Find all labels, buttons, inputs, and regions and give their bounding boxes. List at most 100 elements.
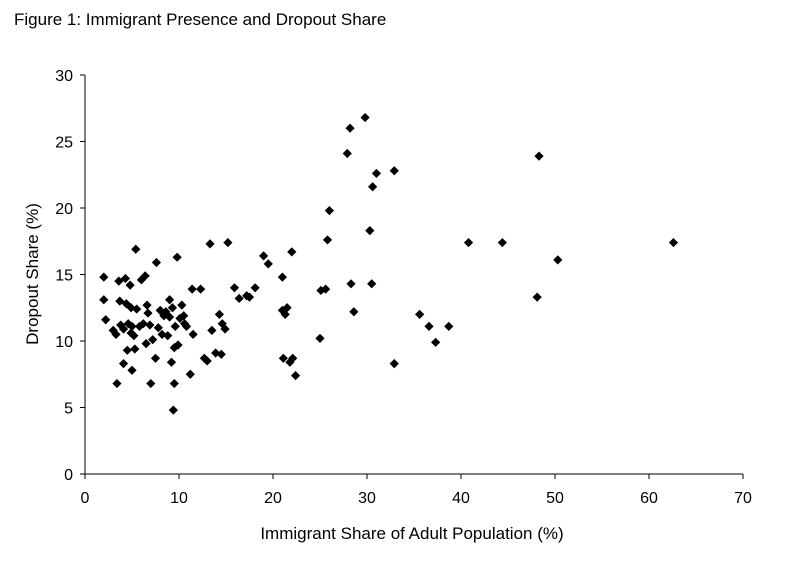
- data-point: [463, 237, 474, 248]
- data-point: [282, 303, 292, 313]
- data-point: [108, 325, 118, 335]
- data-point: [532, 292, 542, 302]
- data-point: [179, 311, 189, 321]
- data-point: [367, 279, 377, 289]
- data-point: [118, 324, 129, 334]
- data-point: [129, 331, 139, 341]
- data-point: [114, 276, 124, 286]
- data-point: [277, 305, 287, 316]
- data-point: [315, 333, 325, 343]
- x-tick-label: 60: [640, 490, 658, 507]
- data-point: [175, 313, 185, 323]
- data-point: [143, 308, 153, 318]
- data-point: [111, 329, 121, 339]
- data-point: [145, 320, 155, 330]
- y-tick-label: 5: [64, 401, 73, 418]
- data-point: [112, 378, 122, 389]
- data-point: [99, 295, 109, 305]
- x-tick-label: 10: [170, 490, 188, 507]
- data-point: [345, 123, 355, 133]
- data-point: [127, 365, 137, 375]
- data-point: [141, 339, 151, 349]
- data-point: [211, 348, 221, 358]
- data-point: [287, 247, 297, 257]
- data-point: [127, 321, 137, 331]
- data-point: [166, 357, 177, 367]
- data-point: [259, 251, 269, 261]
- data-point: [324, 206, 334, 216]
- data-point: [150, 353, 161, 363]
- data-point: [368, 182, 378, 192]
- data-point: [321, 284, 331, 294]
- data-point: [250, 283, 260, 293]
- data-point: [234, 293, 244, 304]
- data-point: [187, 284, 197, 294]
- data-point: [177, 300, 187, 310]
- data-point: [168, 405, 178, 415]
- data-point: [278, 353, 288, 363]
- data-point: [288, 353, 298, 363]
- data-point: [167, 303, 178, 313]
- data-point: [389, 359, 399, 369]
- data-point: [126, 328, 136, 338]
- data-point: [202, 356, 212, 366]
- data-point: [151, 257, 162, 268]
- data-point: [161, 307, 171, 317]
- data-point: [285, 357, 295, 367]
- x-tick-label: 30: [358, 490, 376, 507]
- data-point: [217, 319, 227, 329]
- data-point: [148, 335, 158, 345]
- data-point: [277, 272, 287, 282]
- x-tick-label: 20: [264, 490, 282, 507]
- y-tick-label: 25: [55, 135, 73, 152]
- data-point: [122, 345, 132, 355]
- data-point: [170, 321, 180, 331]
- data-point: [668, 237, 679, 248]
- data-point: [165, 312, 175, 322]
- y-tick-label: 15: [55, 268, 73, 285]
- data-point: [322, 235, 333, 245]
- data-point: [155, 305, 165, 316]
- data-point: [157, 329, 167, 339]
- data-point: [444, 321, 454, 331]
- data-point: [188, 329, 198, 339]
- data-point: [131, 244, 141, 254]
- data-point: [389, 166, 399, 176]
- data-point: [424, 321, 434, 331]
- data-point: [132, 304, 142, 314]
- data-point: [115, 296, 125, 306]
- data-point: [116, 320, 126, 330]
- data-point: [125, 280, 135, 290]
- data-point: [169, 378, 179, 389]
- data-point: [497, 237, 507, 248]
- x-tick-label: 40: [452, 490, 470, 507]
- data-point: [342, 148, 352, 159]
- figure-title: Figure 1: Immigrant Presence and Dropout…: [14, 10, 387, 29]
- data-point: [431, 337, 441, 347]
- data-point: [165, 295, 175, 305]
- axes: 0 5 10 15 20 25 30 0 10 20 30 40 50 60 70: [55, 68, 752, 507]
- data-point: [120, 273, 131, 284]
- data-point: [223, 237, 233, 248]
- y-tick-label: 30: [55, 68, 73, 85]
- data-point: [173, 340, 183, 350]
- data-point: [199, 353, 209, 363]
- y-tick-label: 0: [64, 467, 73, 484]
- data-point: [263, 259, 273, 269]
- y-axis-label: Dropout Share (%): [23, 203, 42, 345]
- data-point: [553, 255, 563, 265]
- data-point: [153, 323, 163, 333]
- data-point: [169, 343, 179, 353]
- data-point: [349, 307, 359, 317]
- data-point: [205, 239, 215, 249]
- data-point: [360, 112, 370, 123]
- data-point: [280, 309, 290, 319]
- data-point: [101, 315, 111, 325]
- data-point: [99, 272, 109, 282]
- x-tick-label: 70: [734, 490, 752, 507]
- data-point: [118, 359, 129, 369]
- x-tick-label: 0: [81, 490, 90, 507]
- data-point: [214, 309, 225, 319]
- x-tick-label: 50: [546, 490, 564, 507]
